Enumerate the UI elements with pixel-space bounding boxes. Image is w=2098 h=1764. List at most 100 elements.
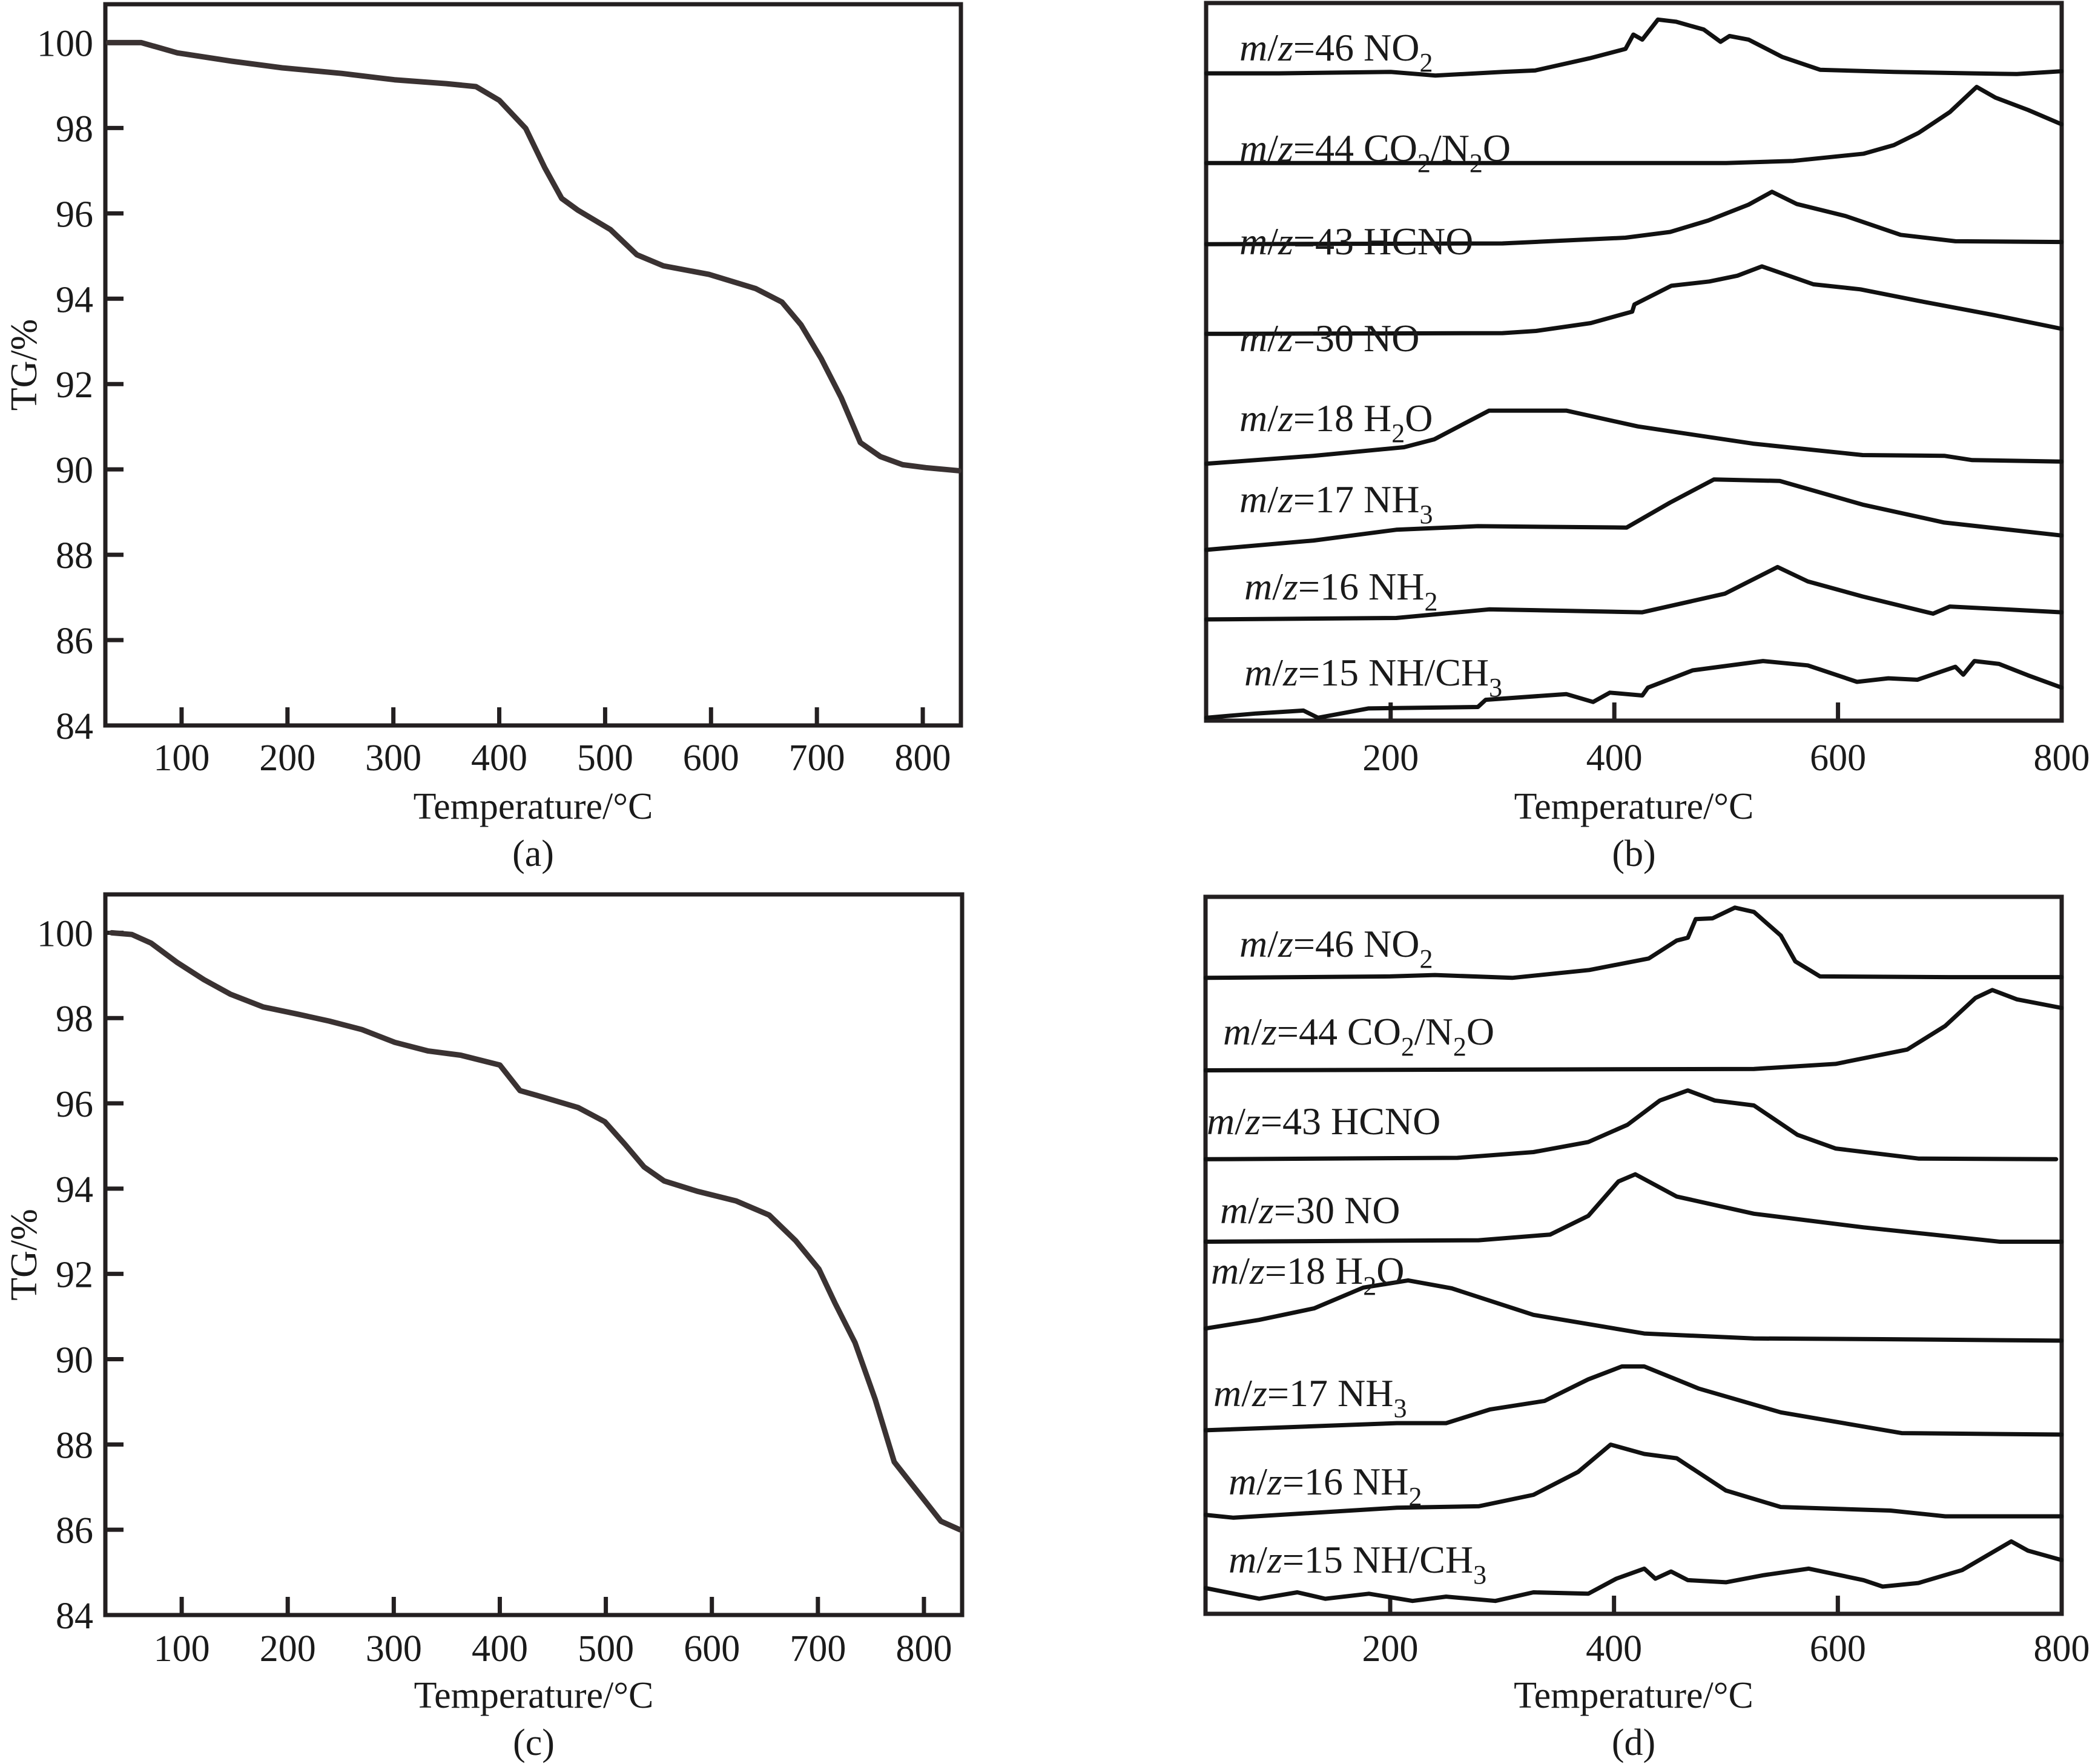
- species-text: NO: [1344, 1189, 1400, 1232]
- species-text: NO: [1364, 26, 1419, 69]
- mz-symbol: m: [1229, 1538, 1256, 1581]
- ms-trace-43: [1203, 1088, 2059, 1161]
- y-tick-label: 94: [56, 279, 93, 320]
- y-tick-label: 86: [56, 1510, 93, 1551]
- x-tick-label: 100: [154, 1628, 210, 1670]
- species-text: NH: [1364, 478, 1419, 521]
- tg-curve: [105, 39, 962, 474]
- x-tick-label: 800: [896, 1628, 952, 1670]
- mz-symbol: m: [1244, 565, 1272, 608]
- y-tick-label: 88: [56, 535, 93, 576]
- mz-symbol: m: [1220, 1189, 1248, 1232]
- species-text: NH: [1338, 1372, 1393, 1415]
- y-tick-label: 92: [56, 1255, 93, 1296]
- ms-trace-18: [1203, 1278, 2064, 1343]
- y-tick-label: 96: [56, 194, 93, 235]
- mz-symbol: m: [1239, 397, 1267, 440]
- trace-label-30: m/z=30 NO: [1220, 1189, 1400, 1232]
- mz-slash: /: [1267, 220, 1278, 263]
- mz-slash: /: [1272, 565, 1283, 608]
- trace-label-16: m/z=16 NH2: [1244, 565, 1437, 616]
- tg-curve: [109, 930, 963, 1533]
- mz-value: =15: [1282, 1538, 1353, 1581]
- mz-symbol: z: [1245, 1100, 1261, 1143]
- x-tick-label: 600: [684, 1628, 740, 1670]
- x-tick-label: 200: [260, 1628, 316, 1670]
- panel-c-tg-chart: 100 200 300 400 500 600 700 800 84 86 88 90 92 94 96 98…: [4, 892, 965, 1763]
- species-subscript: 2: [1408, 1482, 1422, 1511]
- x-tick-label: 400: [471, 738, 527, 779]
- species-text: NH/CH: [1353, 1538, 1473, 1581]
- y-tick-label: 86: [56, 621, 93, 662]
- mz-slash: /: [1251, 1010, 1262, 1053]
- mz-symbol: m: [1229, 1460, 1256, 1503]
- y-tick-label: 94: [56, 1169, 93, 1211]
- ms-trace-15: [1203, 1539, 2064, 1604]
- species-text: NH: [1353, 1460, 1408, 1503]
- x-axis-title: Temperature/°C: [414, 786, 653, 827]
- mz-slash: /: [1267, 26, 1278, 69]
- ms-trace-44: [1203, 988, 2064, 1072]
- species-text: CO: [1364, 127, 1417, 170]
- x-tick-label: 500: [578, 1628, 634, 1670]
- trace-label-30: m/z=30 NO: [1239, 317, 1419, 360]
- species-subscript: 3: [1419, 500, 1433, 529]
- ms-trace-43: [1204, 190, 2064, 246]
- panel-caption: (b): [1612, 833, 1655, 874]
- x-axis-title: Temperature/°C: [414, 1675, 654, 1716]
- y-tick-label: 90: [56, 1340, 93, 1381]
- species-subscript: 2: [1470, 148, 1483, 178]
- plot-frame: [103, 892, 965, 1617]
- trace-label-44: m/z=44 CO2/N2O: [1223, 1010, 1494, 1062]
- x-tick-label: 300: [365, 738, 421, 779]
- species-text: /N: [1414, 1010, 1453, 1053]
- panel-caption: (a): [512, 833, 554, 874]
- y-tick-label: 84: [56, 1596, 93, 1637]
- species-subscript: 2: [1401, 1032, 1414, 1062]
- species-subscript: 2: [1363, 1271, 1376, 1301]
- y-tick-label: 100: [37, 913, 93, 954]
- mz-value: =46: [1293, 26, 1364, 69]
- mz-symbol: z: [1278, 478, 1293, 521]
- mz-symbol: m: [1239, 220, 1267, 263]
- panel-caption: (d): [1612, 1722, 1655, 1763]
- ms-trace-15: [1204, 659, 2064, 720]
- x-tick-label: 400: [1586, 738, 1643, 779]
- species-text: H: [1335, 1249, 1363, 1292]
- species-text: CO: [1347, 1010, 1401, 1053]
- mz-symbol: m: [1244, 651, 1272, 694]
- mz-slash: /: [1267, 317, 1278, 360]
- y-axis-title: TG/%: [4, 319, 45, 411]
- x-tick-label: 100: [153, 738, 209, 779]
- ms-trace-30: [1203, 1172, 2064, 1244]
- ms-trace-17: [1203, 1364, 2064, 1437]
- trace-label-44: m/z=44 CO2/N2O: [1239, 127, 1511, 178]
- mz-symbol: m: [1213, 1372, 1241, 1415]
- trace-label-43: m/z=43 HCNO: [1207, 1100, 1440, 1143]
- mz-symbol: m: [1239, 127, 1267, 170]
- y-tick-label: 98: [56, 108, 93, 150]
- trace-label-18: m/z=18 H2O: [1239, 397, 1433, 448]
- ms-trace-16: [1204, 564, 2064, 622]
- mz-value: =44: [1293, 127, 1364, 170]
- panel-a-tg-chart: 100 200 300 400 500 600 700 800 84 86 88 90 92 94 96 98…: [4, 2, 963, 874]
- plot-frame: [103, 2, 963, 728]
- species-text: O: [1466, 1010, 1494, 1053]
- ms-trace-46: [1204, 17, 2064, 78]
- x-tick-label: 500: [577, 738, 633, 779]
- mz-value: =16: [1282, 1460, 1353, 1503]
- mz-symbol: z: [1282, 651, 1298, 694]
- ms-trace-16: [1203, 1442, 2064, 1520]
- mz-symbol: m: [1239, 922, 1267, 965]
- species-text: O: [1405, 397, 1433, 440]
- mz-value: =43: [1293, 220, 1364, 263]
- x-tick-label: 400: [472, 1628, 528, 1670]
- y-axis-title: TG/%: [4, 1209, 45, 1301]
- mz-value: =44: [1277, 1010, 1347, 1053]
- y-tick-label: 90: [56, 450, 93, 491]
- species-subscript: 2: [1391, 418, 1405, 448]
- x-tick-label: 600: [683, 738, 739, 779]
- mz-slash: /: [1256, 1460, 1267, 1503]
